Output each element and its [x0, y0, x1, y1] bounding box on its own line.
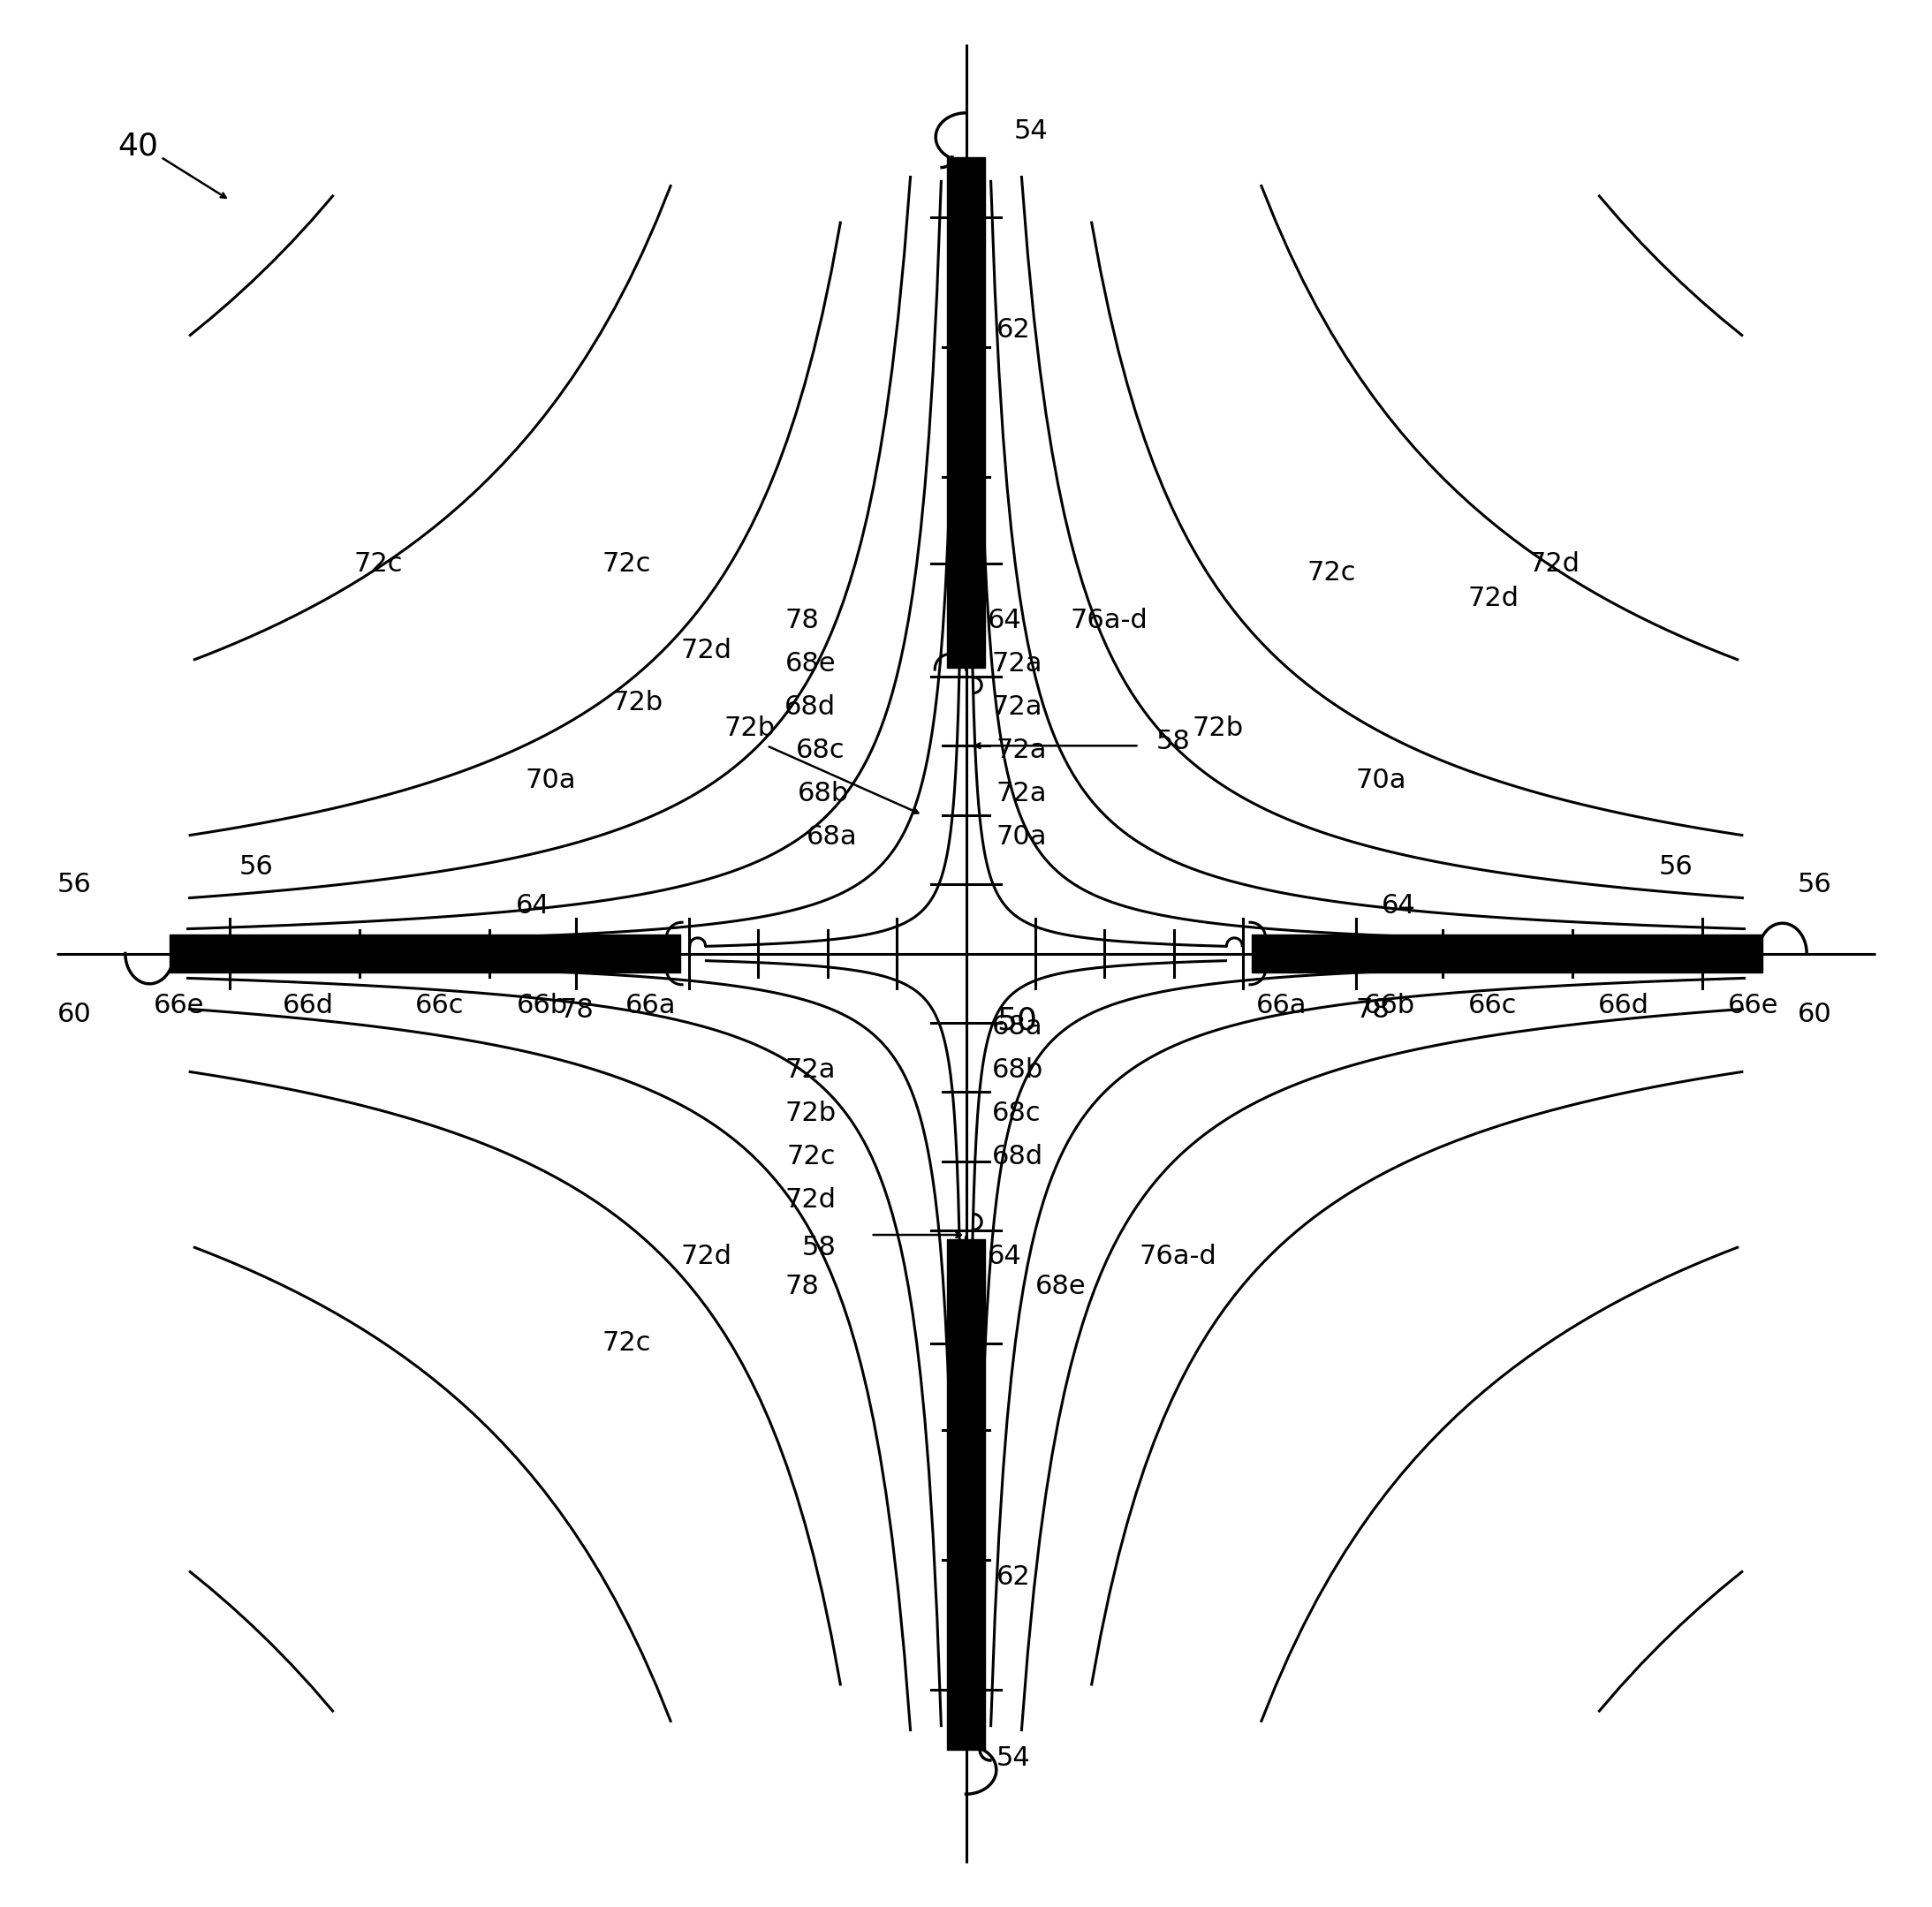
Text: 76a-d: 76a-d — [1070, 608, 1148, 633]
Text: 40: 40 — [118, 132, 158, 160]
Text: 54: 54 — [1014, 118, 1047, 143]
Text: 64: 64 — [1381, 892, 1416, 919]
Text: 68b: 68b — [798, 780, 848, 807]
Text: 76a-d: 76a-d — [1140, 1243, 1217, 1270]
Text: 68d: 68d — [991, 1144, 1043, 1169]
Text: 72b: 72b — [612, 690, 663, 715]
Text: 72b: 72b — [784, 1100, 837, 1127]
Text: 72b: 72b — [1192, 715, 1242, 742]
Text: 64: 64 — [987, 608, 1022, 633]
Text: 78: 78 — [560, 997, 593, 1022]
Text: 70a: 70a — [1356, 767, 1406, 793]
Text: 78: 78 — [1356, 997, 1389, 1022]
Text: 66d: 66d — [1598, 994, 1650, 1018]
Text: 72a: 72a — [784, 1058, 837, 1083]
Text: 66b: 66b — [1364, 994, 1416, 1018]
Text: 72d: 72d — [680, 1243, 732, 1270]
Text: 68e: 68e — [1036, 1274, 1086, 1299]
Text: 72d: 72d — [1468, 585, 1519, 612]
Text: 64: 64 — [516, 892, 551, 919]
Text: 56: 56 — [1797, 871, 1832, 896]
Text: 72a: 72a — [997, 738, 1047, 763]
Text: 66e: 66e — [1727, 994, 1779, 1018]
Text: 70a: 70a — [526, 767, 576, 793]
Text: 72d: 72d — [1528, 551, 1580, 576]
Text: 62: 62 — [997, 317, 1030, 343]
Text: 60: 60 — [56, 1001, 91, 1026]
Text: 72c: 72c — [786, 1144, 837, 1169]
Text: 78: 78 — [784, 608, 819, 633]
Text: 66c: 66c — [415, 994, 464, 1018]
Text: 66a: 66a — [1256, 994, 1306, 1018]
Text: 78: 78 — [784, 1274, 819, 1299]
Text: 64: 64 — [987, 1243, 1022, 1270]
Text: 66c: 66c — [1468, 994, 1517, 1018]
Text: 68c: 68c — [796, 738, 844, 763]
Text: 72d: 72d — [784, 1188, 837, 1213]
Text: 56: 56 — [56, 871, 91, 896]
Text: 68a: 68a — [808, 824, 858, 849]
Text: 62: 62 — [997, 1564, 1030, 1590]
Text: 68a: 68a — [991, 1015, 1043, 1039]
Text: 74a-d: 74a-d — [1441, 940, 1520, 967]
Text: 72c: 72c — [603, 551, 651, 576]
Text: 72c: 72c — [1306, 561, 1356, 585]
Text: 66a: 66a — [626, 994, 676, 1018]
Text: 72a: 72a — [991, 650, 1043, 677]
Text: 72b: 72b — [724, 715, 775, 742]
Text: 54: 54 — [997, 1745, 1030, 1772]
Text: 66d: 66d — [282, 994, 334, 1018]
Text: 68d: 68d — [784, 694, 837, 719]
Text: 72d: 72d — [680, 637, 732, 664]
Text: 56: 56 — [240, 854, 272, 879]
Text: 66b: 66b — [516, 994, 568, 1018]
Text: 60: 60 — [1797, 1001, 1832, 1026]
Text: 70a: 70a — [997, 824, 1047, 849]
Text: 72c: 72c — [354, 551, 404, 576]
Text: 68b: 68b — [991, 1058, 1043, 1083]
Text: 58: 58 — [1157, 728, 1190, 753]
Text: 74a-d: 74a-d — [412, 940, 491, 967]
Text: 68c: 68c — [991, 1100, 1041, 1127]
Text: 56: 56 — [1660, 854, 1692, 879]
Text: 58: 58 — [802, 1236, 837, 1261]
Text: 72c: 72c — [603, 1331, 651, 1356]
Text: 68e: 68e — [784, 650, 837, 677]
Text: 50: 50 — [997, 1005, 1037, 1036]
Text: 66e: 66e — [153, 994, 205, 1018]
Text: 72a: 72a — [997, 780, 1047, 807]
Text: 72a: 72a — [991, 694, 1043, 719]
